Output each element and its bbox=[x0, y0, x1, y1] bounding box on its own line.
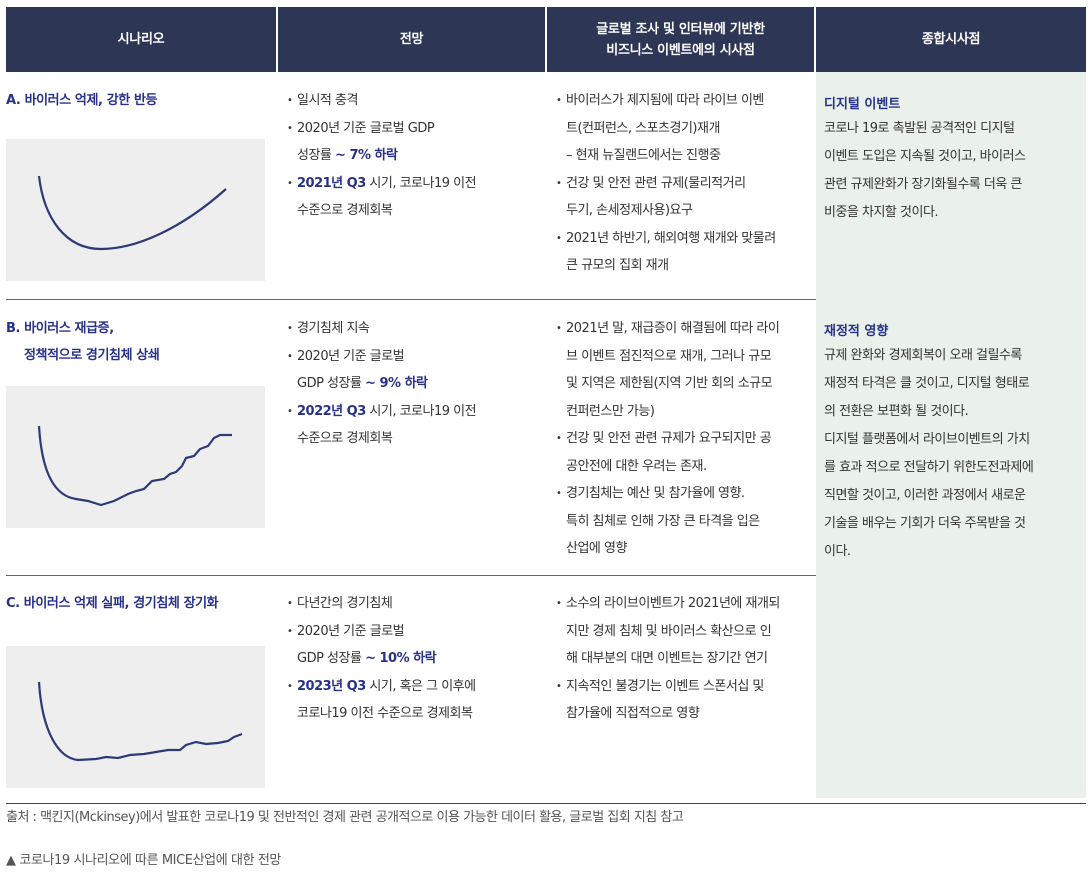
header-scenario: 시나리오 bbox=[6, 7, 276, 72]
summary-digital-events-title: 디지털 이벤트 bbox=[824, 97, 901, 112]
outlook-bullet: 2020년 기준 글로벌 GDP 성장률 ~ 9% 하락 bbox=[287, 343, 545, 398]
scenario-a-curve bbox=[37, 175, 227, 251]
implication-bullet: 2021년 하반기, 해외여행 재개와 맞물려 큰 규모의 집회 재개 bbox=[556, 225, 814, 280]
implication-bullet: 바이러스가 제지됨에 따라 라이브 이벤 트(컨퍼런스, 스포츠경기)재개 – … bbox=[556, 87, 814, 170]
outlook-bullet: 2021년 Q3 시기, 코로나19 이전 수준으로 경제회복 bbox=[287, 170, 545, 225]
outlook-bullet: 일시적 충격 bbox=[287, 87, 545, 115]
implication-bullet: 경기침체는 예산 및 참가율에 영향. 특히 침체로 인해 가장 큰 타격을 입… bbox=[556, 480, 814, 563]
outlook-bullet: 경기침체 지속 bbox=[287, 315, 545, 343]
scenario-b-implications: 2021년 말, 재급증이 해결됨에 따라 라이 브 이벤트 점진적으로 재개,… bbox=[556, 315, 814, 563]
row-divider bbox=[6, 575, 816, 576]
scenario-c-title: C. 바이러스 억제 실패, 경기침체 장기화 bbox=[6, 596, 219, 611]
recovery-quarter-highlight: 2022년 Q3 bbox=[297, 403, 366, 419]
implication-bullet: 건강 및 안전 관련 규제(물리적거리 두기, 손세정제사용)요구 bbox=[556, 170, 814, 225]
scenario-b-curve-chart bbox=[6, 386, 265, 528]
scenario-a-title: A. 바이러스 억제, 강한 반등 bbox=[6, 93, 158, 108]
header-implications-line2: 비즈니스 이벤트에의 시사점 bbox=[606, 42, 755, 58]
summary-column-background bbox=[816, 72, 1086, 798]
scenario-b-title: B. 바이러스 재급증, 정책적으로 경기침체 상쇄 bbox=[6, 321, 160, 363]
header-implications: 글로벌 조사 및 인터뷰에 기반한 비즈니스 이벤트에의 시사점 bbox=[547, 7, 814, 72]
header-implications-line1: 글로벌 조사 및 인터뷰에 기반한 bbox=[596, 21, 765, 37]
gdp-decline-highlight: ~ 10% 하락 bbox=[365, 651, 437, 666]
scenario-a-curve-chart bbox=[6, 139, 265, 281]
outlook-bullet: 다년간의 경기침체 bbox=[287, 590, 545, 618]
recovery-quarter-highlight: 2023년 Q3 bbox=[297, 678, 366, 694]
scenario-c-implications: 소수의 라이브이벤트가 2021년에 재개되 지만 경제 침체 및 바이러스 확… bbox=[556, 590, 814, 728]
figure-caption: ▲ 코로나19 시나리오에 따른 MICE산업에 대한 전망 bbox=[6, 853, 281, 868]
scenario-a-implications: 바이러스가 제지됨에 따라 라이브 이벤 트(컨퍼런스, 스포츠경기)재개 – … bbox=[556, 87, 814, 280]
outlook-bullet: 2020년 기준 글로벌 GDP 성장률 ~ 7% 하락 bbox=[287, 115, 545, 170]
table-bottom-line bbox=[6, 803, 1086, 804]
outlook-bullet: 2023년 Q3 시기, 혹은 그 이후에 코로나19 이전 수준으로 경제회복 bbox=[287, 673, 545, 728]
implication-bullet: 소수의 라이브이벤트가 2021년에 재개되 지만 경제 침체 및 바이러스 확… bbox=[556, 590, 814, 673]
implication-bullet: 2021년 말, 재급증이 해결됨에 따라 라이 브 이벤트 점진적으로 재개,… bbox=[556, 315, 814, 425]
summary-digital-events-body: 코로나 19로 촉발된 공격적인 디지털 이벤트 도입은 지속될 것이고, 바이… bbox=[824, 121, 1026, 220]
summary-financial-impact-title: 재정적 영향 bbox=[824, 324, 889, 339]
scenario-b-curve bbox=[37, 425, 232, 507]
gdp-decline-highlight: ~ 9% 하락 bbox=[365, 376, 428, 391]
row-divider bbox=[6, 299, 816, 300]
scenario-b-outlook: 경기침체 지속 2020년 기준 글로벌 GDP 성장률 ~ 9% 하락 202… bbox=[287, 315, 545, 453]
summary-financial-impact-body: 규제 완화와 경제회복이 오래 걸릴수록 재정적 타격은 클 것이고, 디지털 … bbox=[824, 348, 1034, 559]
header-summary: 종합시사점 bbox=[816, 7, 1086, 72]
implication-bullet: 건강 및 안전 관련 규제가 요구되지만 공 공안전에 대한 우려는 존재. bbox=[556, 425, 814, 480]
scenario-c-curve bbox=[37, 681, 243, 762]
scenario-c-curve-chart bbox=[6, 646, 265, 788]
outlook-bullet: 2022년 Q3 시기, 코로나19 이전 수준으로 경제회복 bbox=[287, 398, 545, 453]
implication-bullet: 지속적인 불경기는 이벤트 스폰서십 및 참가율에 직접적으로 영향 bbox=[556, 673, 814, 728]
recovery-quarter-highlight: 2021년 Q3 bbox=[297, 175, 366, 191]
scenario-a-outlook: 일시적 충격 2020년 기준 글로벌 GDP 성장률 ~ 7% 하락 2021… bbox=[287, 87, 545, 225]
source-note: 출처 : 맥킨지(Mckinsey)에서 발표한 코로나19 및 전반적인 경제… bbox=[6, 810, 684, 825]
gdp-decline-highlight: ~ 7% 하락 bbox=[335, 148, 398, 163]
header-outlook: 전망 bbox=[278, 7, 545, 72]
outlook-bullet: 2020년 기준 글로벌 GDP 성장률 ~ 10% 하락 bbox=[287, 618, 545, 673]
scenario-c-outlook: 다년간의 경기침체 2020년 기준 글로벌 GDP 성장률 ~ 10% 하락 … bbox=[287, 590, 545, 728]
